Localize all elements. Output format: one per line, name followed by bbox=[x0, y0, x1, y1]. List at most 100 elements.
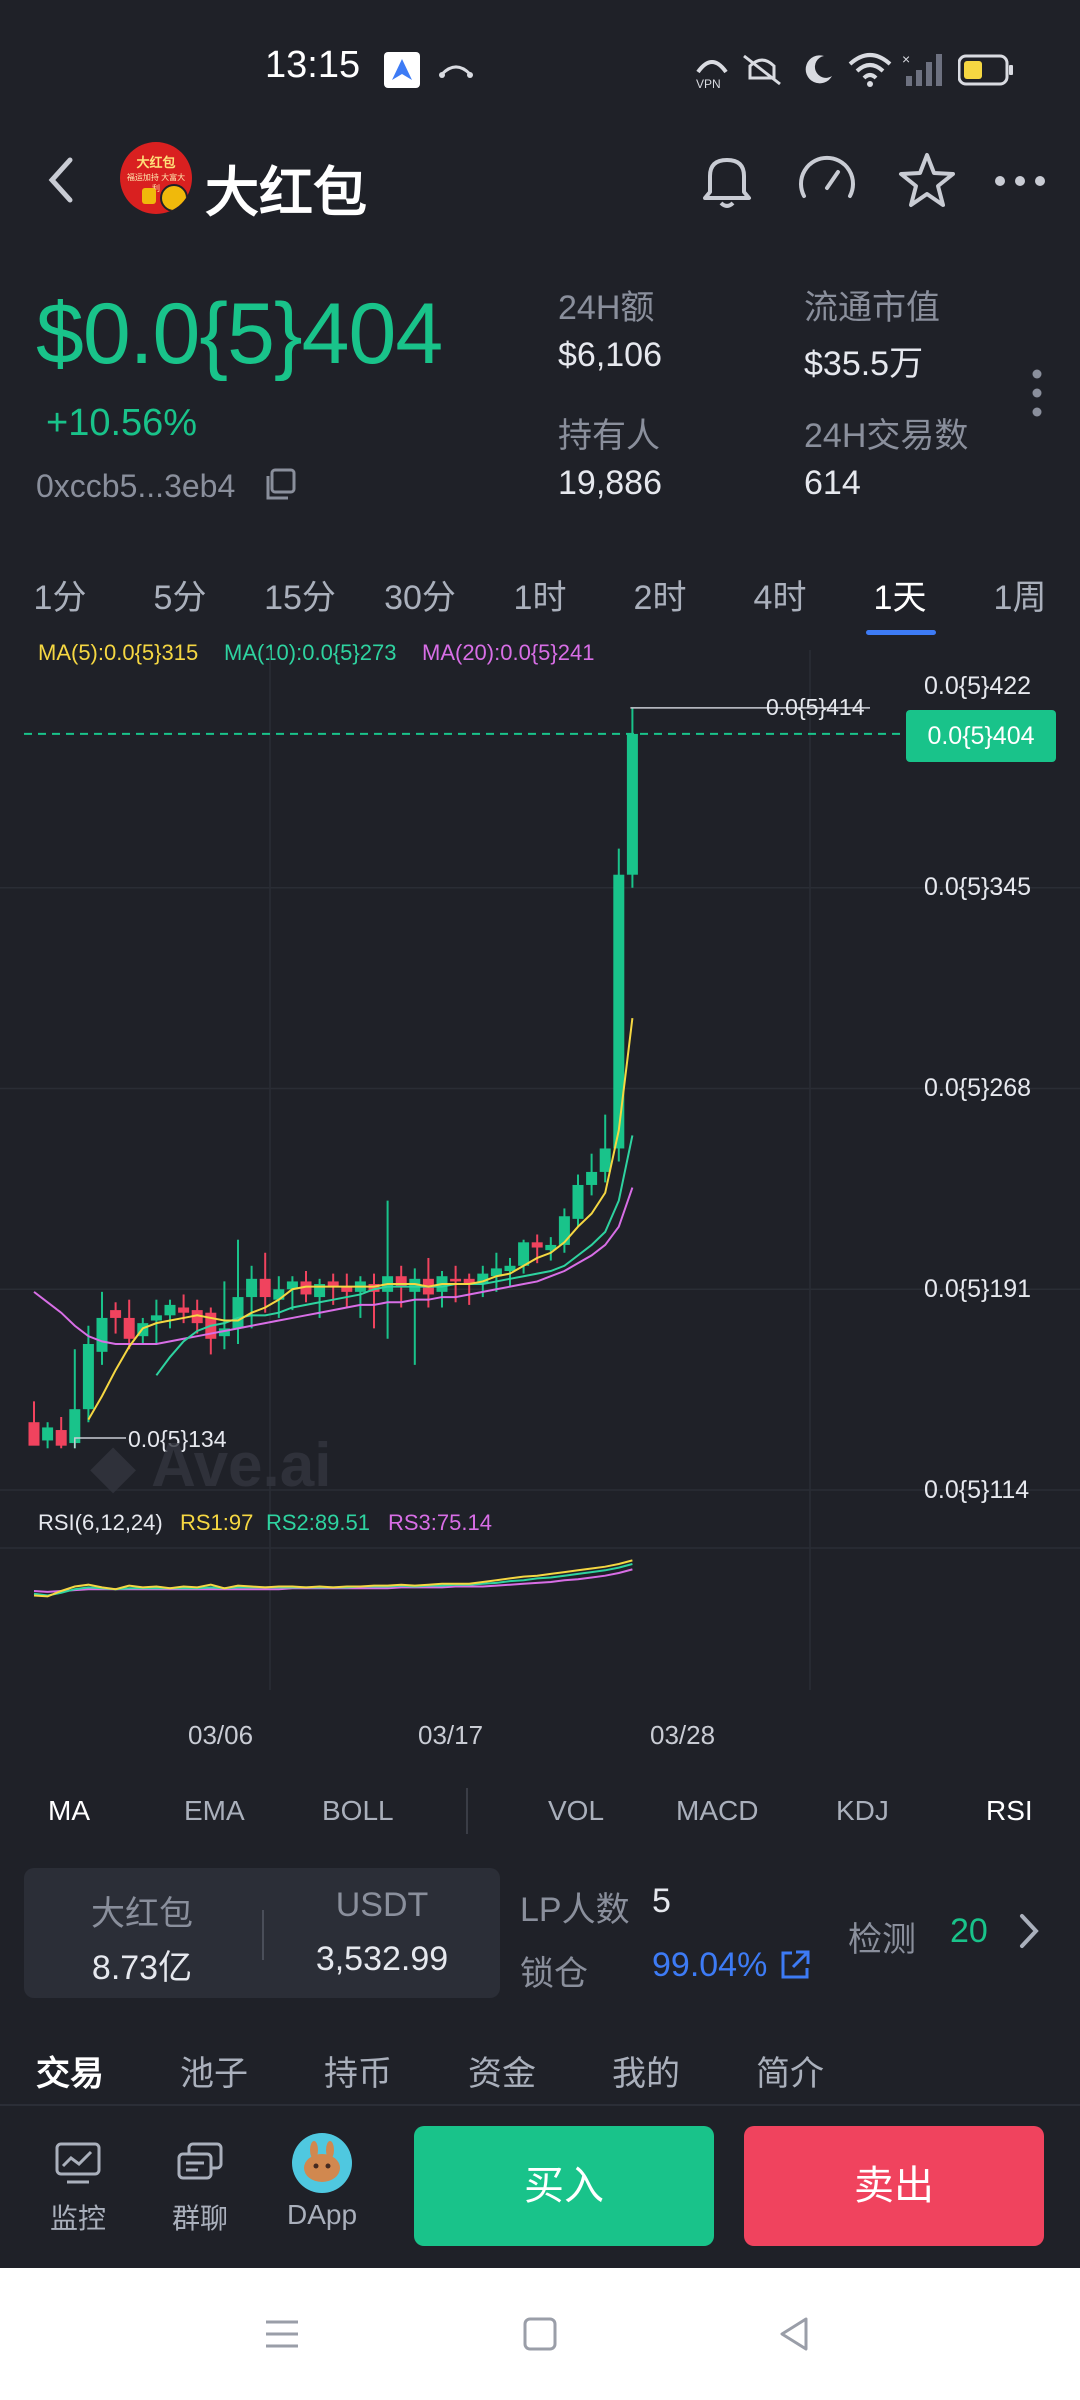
price-axis-label: 0.0{5}268 bbox=[924, 1074, 1032, 1102]
timeframe-30m[interactable]: 30分 bbox=[384, 579, 456, 617]
home-square-icon[interactable] bbox=[520, 2314, 560, 2354]
timeframe-1d[interactable]: 1天 bbox=[873, 579, 927, 617]
high-price-marker: 0.0{5}414 bbox=[766, 694, 865, 720]
tab-divider bbox=[0, 2104, 1080, 2106]
candle-body bbox=[572, 1184, 584, 1219]
ma20-legend: MA(20):0.0{5}241 bbox=[422, 640, 595, 665]
timeframe-4h[interactable]: 4时 bbox=[753, 579, 807, 617]
sell-button[interactable]: 卖出 bbox=[744, 2126, 1044, 2246]
system-navigation-bar bbox=[0, 2268, 1080, 2400]
detect-label[interactable]: 检测 bbox=[848, 1921, 916, 1959]
candle-body bbox=[327, 1281, 339, 1287]
timeframe-15m[interactable]: 15分 bbox=[264, 579, 336, 617]
nav-monitor[interactable]: 监控 bbox=[28, 2140, 128, 2237]
rsi1-legend: RS1:97 bbox=[180, 1510, 254, 1535]
pancakeswap-icon bbox=[292, 2133, 352, 2193]
candle-body bbox=[314, 1284, 326, 1298]
buy-button[interactable]: 买入 bbox=[414, 2126, 714, 2246]
tab-intro[interactable]: 简介 bbox=[756, 2055, 824, 2093]
rsi2-legend: RS2:89.51 bbox=[266, 1510, 370, 1535]
stat-label-market-cap: 流通市值 bbox=[804, 289, 940, 327]
candle-body bbox=[463, 1278, 475, 1285]
star-icon[interactable] bbox=[892, 146, 962, 216]
timeframe-5m[interactable]: 5分 bbox=[153, 579, 207, 617]
timeframe-1w[interactable]: 1周 bbox=[993, 579, 1047, 617]
indicator-boll[interactable]: BOLL bbox=[322, 1795, 394, 1826]
timeframe-1m[interactable]: 1分 bbox=[33, 579, 87, 617]
nav-monitor-label: 监控 bbox=[49, 2203, 106, 2234]
tab-mine[interactable]: 我的 bbox=[612, 2055, 680, 2093]
candle-body bbox=[178, 1307, 190, 1313]
tab-trades[interactable]: 交易 bbox=[36, 2055, 104, 2093]
ma20-line bbox=[33, 1187, 634, 1345]
candle-body bbox=[232, 1297, 244, 1329]
back-button[interactable] bbox=[40, 150, 80, 220]
candle-body bbox=[531, 1242, 543, 1248]
bnb-chain-icon bbox=[160, 184, 188, 212]
candle-body bbox=[368, 1284, 380, 1292]
menu-icon[interactable] bbox=[262, 2314, 302, 2354]
date-axis-label: 03/28 bbox=[650, 1720, 716, 1750]
candle-body bbox=[191, 1310, 203, 1324]
token-price: $0.0{5}404 bbox=[36, 286, 443, 382]
candle-body bbox=[518, 1242, 530, 1266]
nav-group-chat-label: 群聊 bbox=[171, 2203, 228, 2234]
more-horizontal-icon[interactable] bbox=[985, 146, 1055, 216]
indicator-divider bbox=[466, 1788, 468, 1834]
indicator-ma[interactable]: MA bbox=[48, 1795, 90, 1826]
copy-icon[interactable] bbox=[262, 466, 298, 502]
lock-value[interactable]: 99.04% bbox=[652, 1946, 768, 1984]
detect-score[interactable]: 20 bbox=[950, 1912, 988, 1950]
nav-dapp[interactable]: DApp bbox=[272, 2133, 372, 2231]
status-bar: 13:15 VPN × bbox=[0, 0, 1080, 130]
candle-body bbox=[490, 1268, 502, 1277]
bell-icon[interactable] bbox=[692, 146, 762, 216]
candle-body bbox=[300, 1281, 312, 1295]
rsi2-line bbox=[33, 1563, 633, 1597]
lp-count-value: 5 bbox=[652, 1882, 671, 1920]
chevron-left-icon bbox=[48, 157, 73, 203]
stat-label-holders: 持有人 bbox=[558, 417, 660, 455]
vpn-icon: VPN bbox=[696, 60, 728, 90]
tab-pool[interactable]: 池子 bbox=[180, 2055, 248, 2093]
candle-body bbox=[626, 733, 638, 875]
timeframe-1h[interactable]: 1时 bbox=[513, 579, 567, 617]
candle-body bbox=[341, 1286, 353, 1292]
more-vertical-icon[interactable] bbox=[1030, 368, 1044, 418]
indicator-rsi[interactable]: RSI bbox=[986, 1795, 1033, 1826]
lp-count-label: LP人数 bbox=[520, 1891, 630, 1929]
tab-funds[interactable]: 资金 bbox=[468, 2055, 536, 2093]
chat-icon bbox=[177, 2142, 223, 2180]
indicator-ema[interactable]: EMA bbox=[184, 1795, 245, 1826]
indicator-kdj[interactable]: KDJ bbox=[836, 1795, 889, 1826]
external-link-icon[interactable] bbox=[778, 1948, 812, 1982]
candle-body bbox=[586, 1171, 598, 1185]
speedometer-icon[interactable] bbox=[792, 146, 862, 216]
app-notification-icon bbox=[384, 52, 420, 88]
price-chart[interactable] bbox=[0, 650, 1080, 1750]
candle-body bbox=[42, 1427, 54, 1441]
contract-address[interactable]: 0xccb5...3eb4 bbox=[36, 468, 236, 504]
current-price-tag: 0.0{5}404 bbox=[906, 710, 1056, 762]
date-axis-label: 03/17 bbox=[418, 1720, 484, 1750]
tab-holders[interactable]: 持币 bbox=[324, 2055, 392, 2093]
token-logo: 大红包 福运加持 大富大利 bbox=[120, 142, 192, 214]
back-triangle-icon[interactable] bbox=[774, 2314, 814, 2354]
candle-body bbox=[273, 1289, 285, 1300]
timeframe-2h[interactable]: 2时 bbox=[633, 579, 687, 617]
ave-logo-icon: ◆ bbox=[90, 1432, 137, 1499]
candle-body bbox=[545, 1244, 557, 1251]
indicator-macd[interactable]: MACD bbox=[676, 1795, 759, 1826]
token-logo-subtext: 福运加持 大富大利 bbox=[126, 173, 186, 193]
mute-icon bbox=[743, 54, 781, 86]
indicator-vol[interactable]: VOL bbox=[548, 1795, 605, 1826]
stat-value-24h-volume: $6,106 bbox=[558, 336, 662, 374]
chevron-right-icon[interactable] bbox=[1014, 1906, 1044, 1956]
ma5-line bbox=[87, 1017, 634, 1421]
stat-value-24h-txns: 614 bbox=[804, 464, 861, 502]
nav-group-chat[interactable]: 群聊 bbox=[150, 2140, 250, 2237]
stat-label-24h-txns: 24H交易数 bbox=[804, 417, 969, 455]
candle-body bbox=[69, 1409, 81, 1444]
pool-token-amount: 8.73亿 bbox=[91, 1949, 193, 1987]
candle-body bbox=[82, 1344, 94, 1410]
